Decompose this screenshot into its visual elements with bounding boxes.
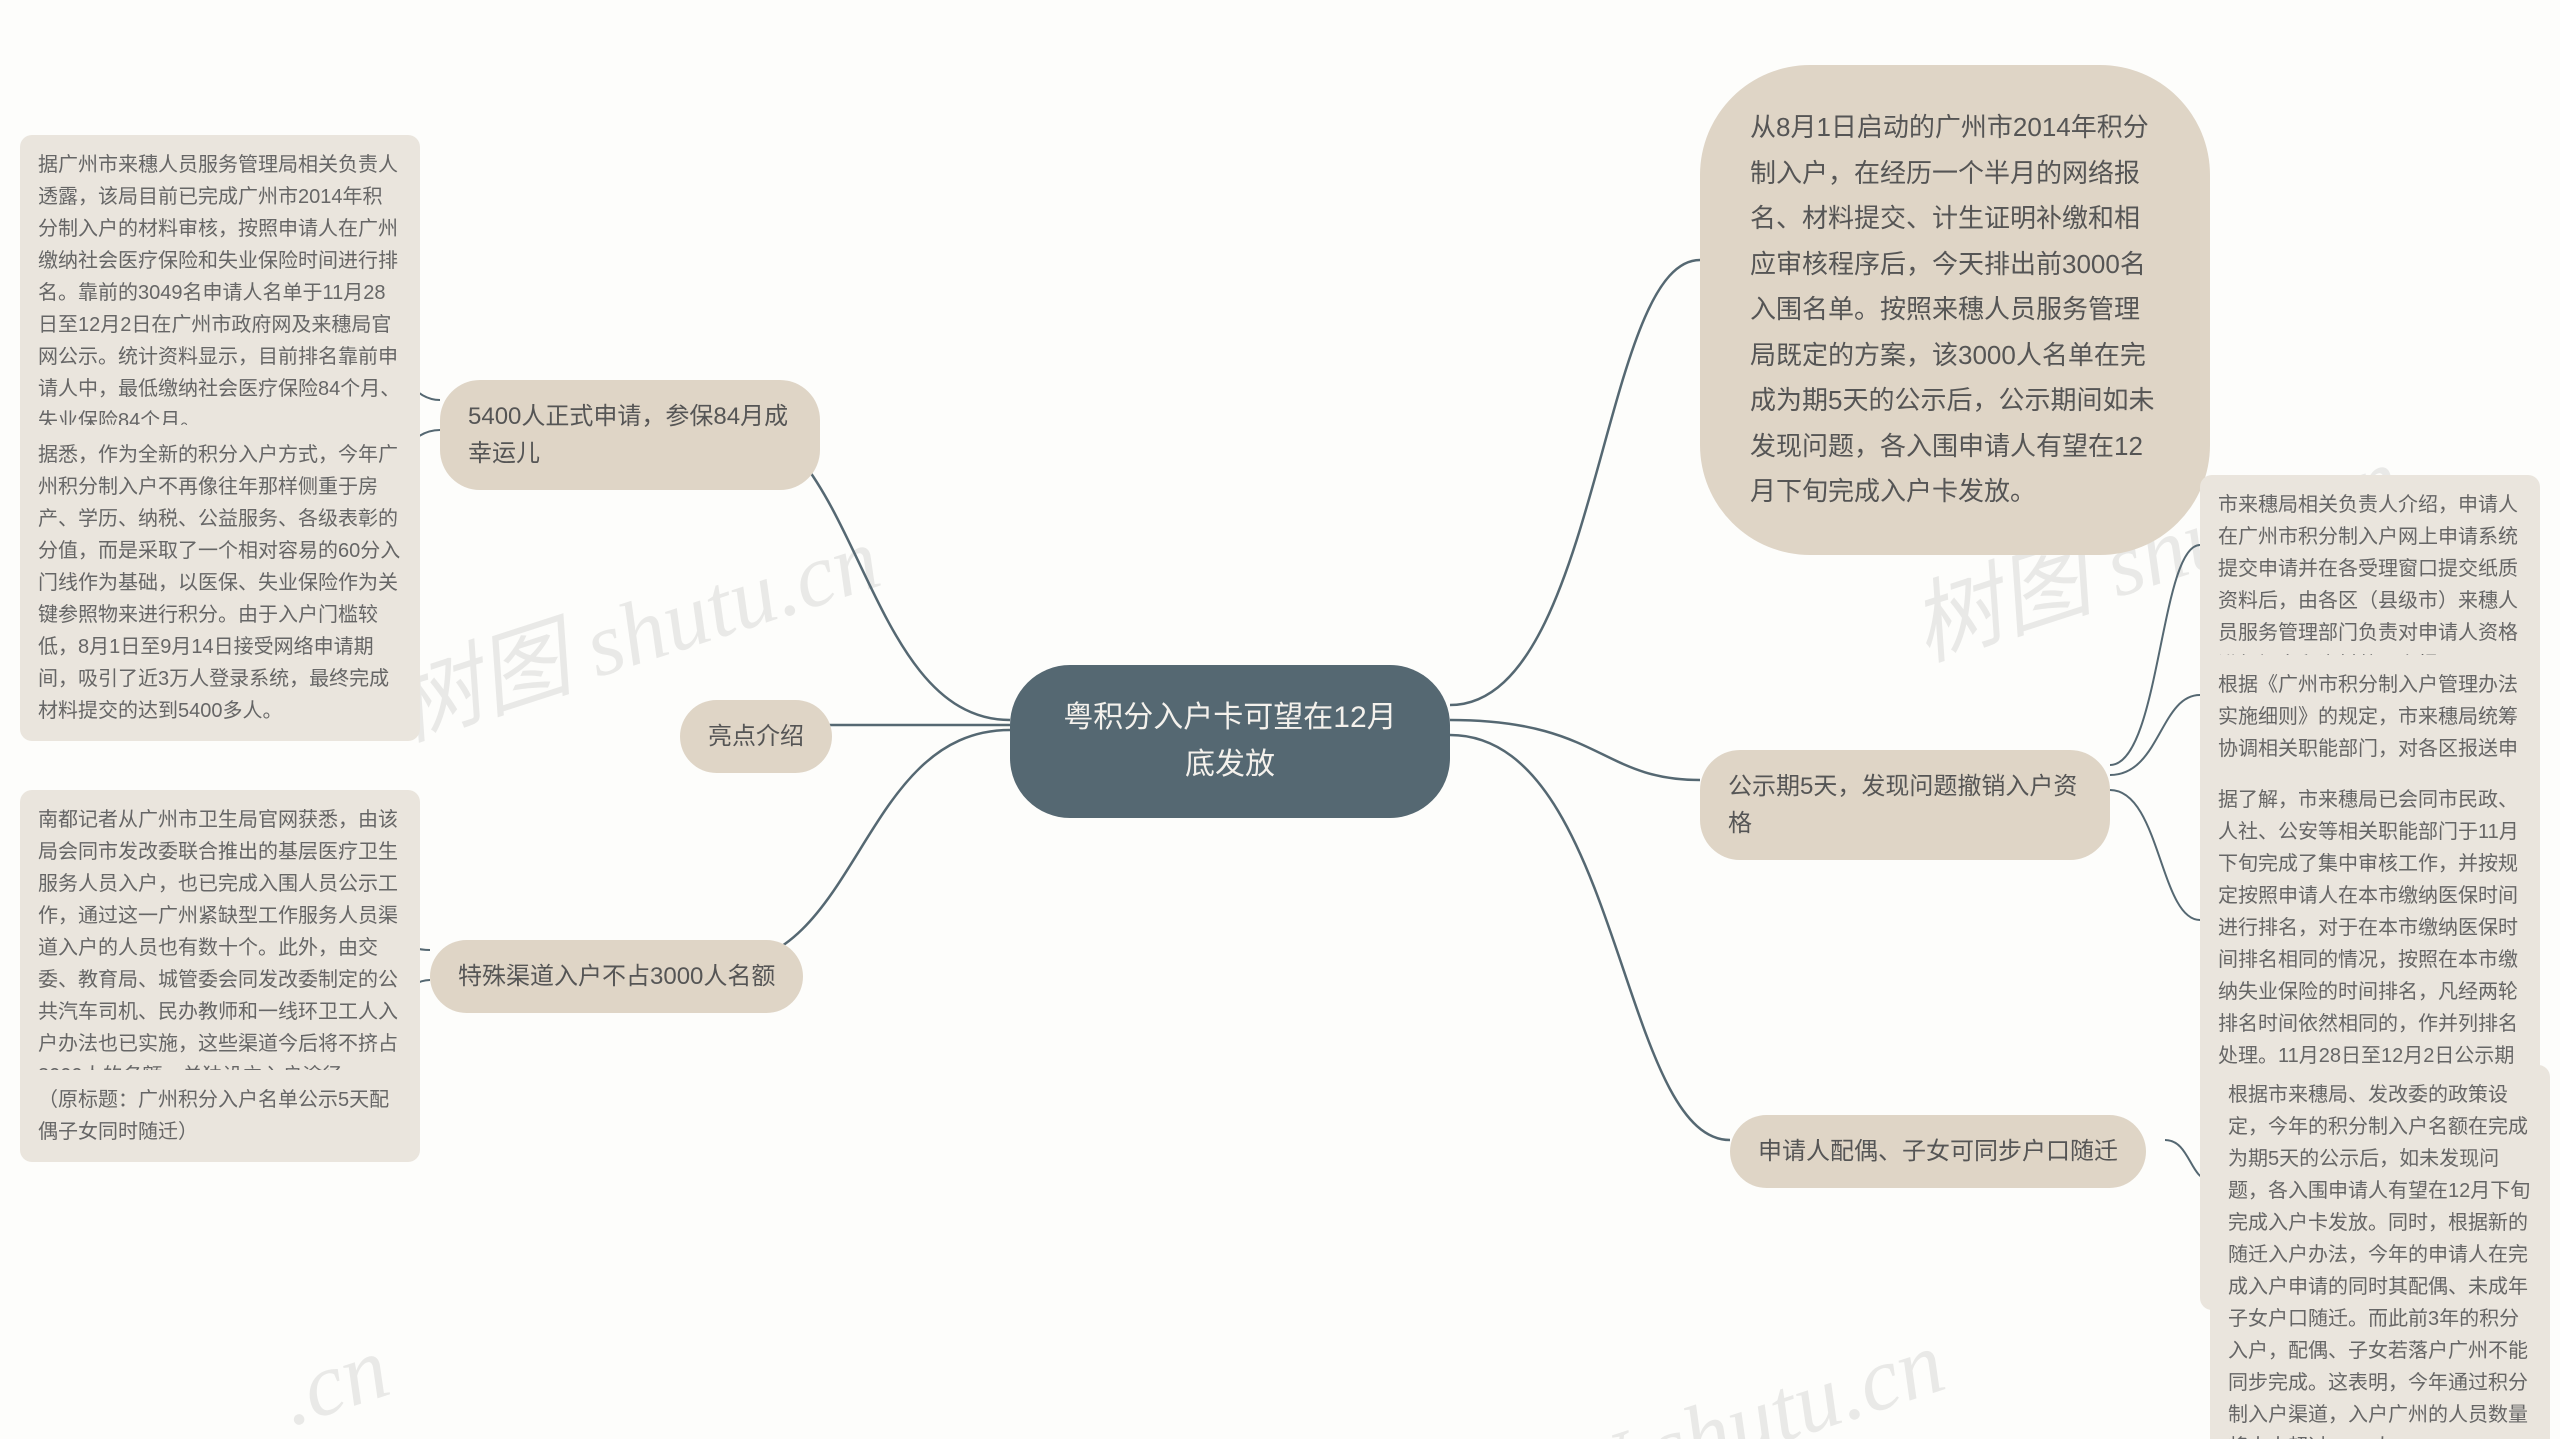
branch-highlights[interactable]: 亮点介绍 (680, 700, 832, 773)
branch-intro-big[interactable]: 从8月1日启动的广州市2014年积分制入户，在经历一个半月的网络报名、材料提交、… (1700, 65, 2210, 555)
watermark: .cn (267, 1316, 401, 1439)
leaf-l3[interactable]: 南都记者从广州市卫生局官网获悉，由该局会同市发改委联合推出的基层医疗卫生服务人员… (20, 790, 420, 1106)
leaf-l2[interactable]: 据悉，作为全新的积分入户方式，今年广州积分制入户不再像往年那样侧重于房产、学历、… (20, 425, 420, 741)
leaf-r4[interactable]: 根据市来穗局、发改委的政策设定，今年的积分制入户名额在完成为期5天的公示后，如未… (2210, 1065, 2550, 1439)
watermark: W shutu.cn (1544, 1311, 1956, 1439)
center-node[interactable]: 粤积分入户卡可望在12月 底发放 (1010, 665, 1450, 818)
branch-publicity[interactable]: 公示期5天，发现问题撤销入户资格 (1700, 750, 2110, 860)
center-line1: 粤积分入户卡可望在12月 (1063, 701, 1396, 734)
branch-special[interactable]: 特殊渠道入户不占3000人名额 (430, 940, 803, 1013)
center-line2: 底发放 (1185, 748, 1275, 781)
leaf-l1[interactable]: 据广州市来穗人员服务管理局相关负责人透露，该局目前已完成广州市2014年积分制入… (20, 135, 420, 451)
branch-spouse[interactable]: 申请人配偶、子女可同步户口随迁 (1730, 1115, 2146, 1188)
leaf-l4[interactable]: （原标题：广州积分入户名单公示5天配偶子女同时随迁） (20, 1070, 420, 1162)
branch-5400[interactable]: 5400人正式申请，参保84月成幸运儿 (440, 380, 820, 490)
